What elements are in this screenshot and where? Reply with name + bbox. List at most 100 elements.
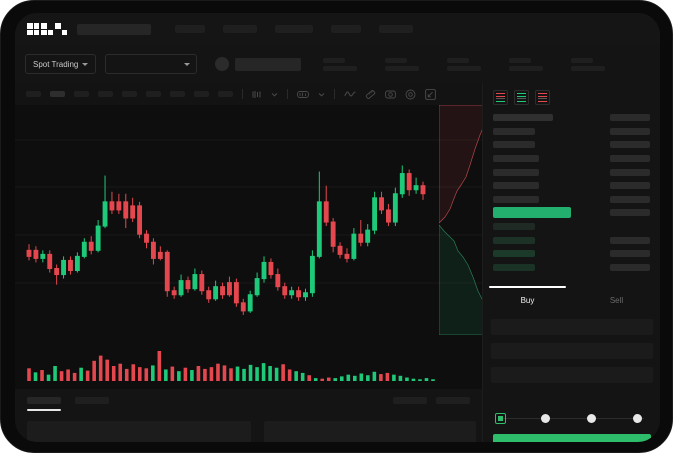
interval-30m[interactable]: [98, 91, 113, 97]
order-book-panel: Buy Sell: [482, 83, 660, 442]
stat-3: [447, 57, 482, 71]
indicator-icon[interactable]: [297, 90, 309, 99]
slider-node-4[interactable]: [633, 414, 642, 423]
candlestick-icon[interactable]: [252, 90, 262, 99]
order-book-row[interactable]: [493, 179, 650, 193]
camera-icon[interactable]: [385, 89, 396, 99]
orders-card-1[interactable]: [27, 421, 251, 442]
nav-item-1[interactable]: [175, 25, 205, 33]
pair-selector[interactable]: [105, 54, 198, 74]
orders-panel: [15, 389, 482, 442]
order-amount-field[interactable]: [491, 343, 653, 359]
nav-item-3[interactable]: [275, 25, 313, 33]
order-book-best-price-row[interactable]: [493, 206, 650, 220]
order-form: [491, 319, 653, 391]
both-sides-icon[interactable]: [493, 90, 508, 105]
slider-track: [500, 418, 644, 419]
trading-subbar: Spot Trading: [15, 45, 660, 83]
logo-glyph-k: [41, 23, 53, 35]
logo-glyph-x: [55, 23, 67, 35]
tab-buy[interactable]: Buy: [483, 286, 572, 314]
nav-item-5[interactable]: [379, 25, 413, 33]
top-header: [15, 13, 660, 45]
order-total-field[interactable]: [491, 367, 653, 383]
order-book-row[interactable]: [493, 138, 650, 152]
tab-buy-label: Buy: [520, 295, 535, 305]
ruler-icon[interactable]: [365, 89, 376, 100]
nav-item-4[interactable]: [331, 25, 361, 33]
interval-5m[interactable]: [50, 91, 65, 97]
volume-chart: [15, 335, 482, 389]
orders-tab-history[interactable]: [75, 397, 109, 411]
volume-bars: [27, 351, 435, 381]
toolbar-divider: [334, 89, 335, 99]
stat-5: [571, 57, 606, 71]
chevron-down-icon[interactable]: [318, 92, 325, 97]
order-book-row[interactable]: [493, 152, 650, 166]
toolbar-divider: [242, 89, 243, 99]
price-display: [215, 57, 302, 71]
orders-cards: [27, 421, 476, 442]
orders-action-1[interactable]: [393, 397, 427, 404]
order-book-row[interactable]: [493, 261, 650, 275]
orders-tabs: [27, 397, 109, 411]
market-stats: [323, 57, 606, 71]
slider-node-2[interactable]: [541, 414, 550, 423]
candle-series: [26, 165, 426, 315]
slider-node-1[interactable]: [495, 413, 506, 424]
amount-slider[interactable]: [495, 413, 649, 425]
buy-sell-tabs: Buy Sell: [483, 286, 660, 314]
order-book-row[interactable]: [493, 193, 650, 207]
chevron-down-icon: [82, 62, 89, 66]
trading-mode-selector[interactable]: Spot Trading: [25, 54, 97, 74]
stat-2: [385, 57, 420, 71]
trading-mode-label: Spot Trading: [33, 59, 79, 69]
interval-1w[interactable]: [194, 91, 209, 97]
last-price-value: [235, 57, 302, 71]
interval-1h[interactable]: [122, 91, 137, 97]
logo-glyph-o: [27, 23, 39, 35]
toolbar-divider: [287, 89, 288, 99]
stat-4: [509, 57, 544, 71]
interval-1m[interactable]: [26, 91, 41, 97]
chevron-down-icon: [184, 62, 191, 66]
interval-15m[interactable]: [74, 91, 89, 97]
order-book-row[interactable]: [493, 233, 650, 247]
sell-only-icon[interactable]: [535, 90, 550, 105]
chart-gridlines: [15, 139, 482, 284]
orders-card-2[interactable]: [264, 421, 476, 442]
order-book-row[interactable]: [493, 247, 650, 261]
okx-logo[interactable]: [27, 23, 67, 35]
device-bezel: Spot Trading: [15, 13, 660, 442]
stat-1: [323, 57, 358, 71]
orders-tab-open[interactable]: [27, 397, 61, 411]
orders-action-2[interactable]: [436, 397, 470, 404]
tab-sell[interactable]: Sell: [572, 286, 660, 314]
buy-only-icon[interactable]: [514, 90, 529, 105]
fullscreen-icon[interactable]: [425, 88, 436, 100]
nav-item-2[interactable]: [223, 25, 257, 33]
order-book-view-modes: [483, 83, 660, 111]
orders-actions: [393, 397, 470, 404]
order-book-row[interactable]: [493, 125, 650, 139]
app-screen: Spot Trading: [15, 13, 660, 442]
interval-4h[interactable]: [146, 91, 161, 97]
order-book-header-row: [493, 111, 650, 125]
interval-1d[interactable]: [170, 91, 185, 97]
chevron-down-icon[interactable]: [271, 92, 278, 97]
chart-toolbar: [15, 83, 482, 105]
tab-sell-label: Sell: [609, 295, 624, 305]
candlestick-chart[interactable]: [15, 105, 482, 335]
line-chart-icon[interactable]: [344, 90, 356, 98]
order-book-row[interactable]: [493, 220, 650, 234]
order-price-field[interactable]: [491, 319, 653, 335]
header-nav: [175, 25, 413, 33]
settings-gear-icon[interactable]: [405, 89, 416, 100]
order-book-row[interactable]: [493, 165, 650, 179]
interval-more[interactable]: [218, 91, 233, 97]
search-input[interactable]: [77, 23, 151, 35]
coin-avatar: [215, 57, 230, 71]
order-book-rows[interactable]: [483, 111, 660, 274]
slider-node-3[interactable]: [587, 414, 596, 423]
submit-order-button[interactable]: [493, 434, 651, 442]
